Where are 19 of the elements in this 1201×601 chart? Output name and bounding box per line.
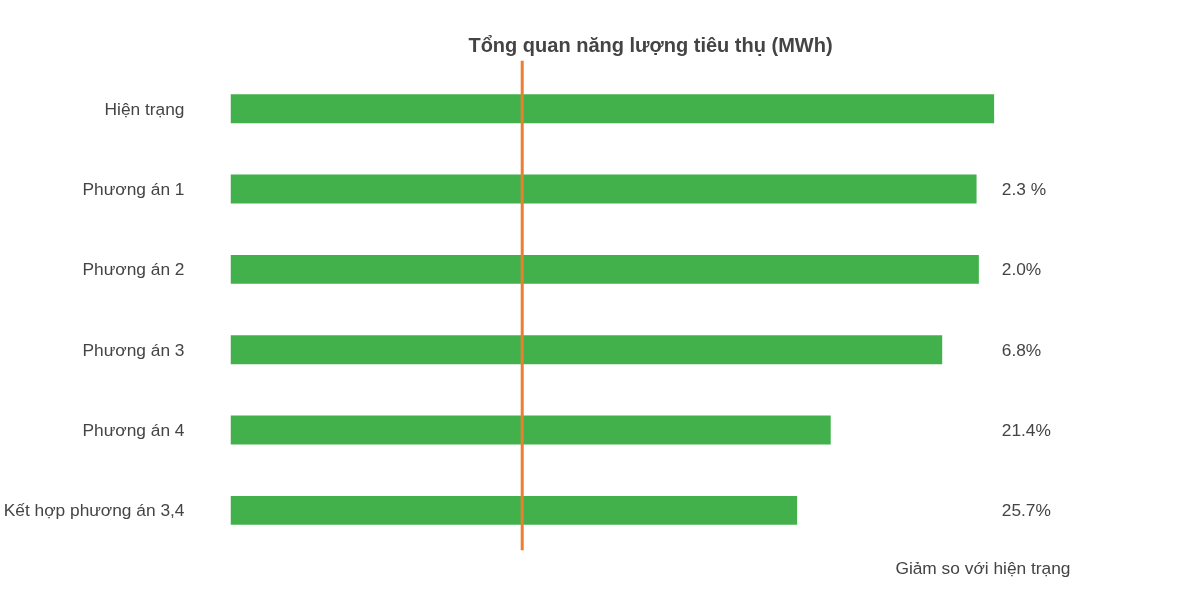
bar: [230, 495, 798, 525]
text: 21.4%: [1001, 420, 1051, 441]
text: 2.3 %: [1001, 179, 1047, 200]
text: Giảm so với hiện trạng: [895, 557, 1071, 578]
y-tick-label: Phương án 4: [82, 420, 185, 441]
bar: [230, 94, 995, 124]
text: 6.8%: [1001, 339, 1042, 360]
chart-title: Tổng quan năng lượng tiêu thụ (MWh): [468, 33, 833, 56]
y-tick-label: Phương án 2: [82, 259, 185, 280]
y-tick-label: Phương án 3: [82, 339, 185, 360]
y-tick-label: Phương án 1: [82, 179, 185, 200]
text: 2.0%: [1001, 259, 1042, 280]
bar: [230, 254, 979, 284]
y-tick-label: Hiện trạng: [104, 98, 185, 119]
bar: [230, 415, 831, 445]
y-tick-label: Kết hợp phương án 3,4: [3, 500, 185, 521]
bar: [230, 335, 943, 365]
text: 25.7%: [1001, 500, 1051, 521]
bar: [230, 174, 977, 204]
